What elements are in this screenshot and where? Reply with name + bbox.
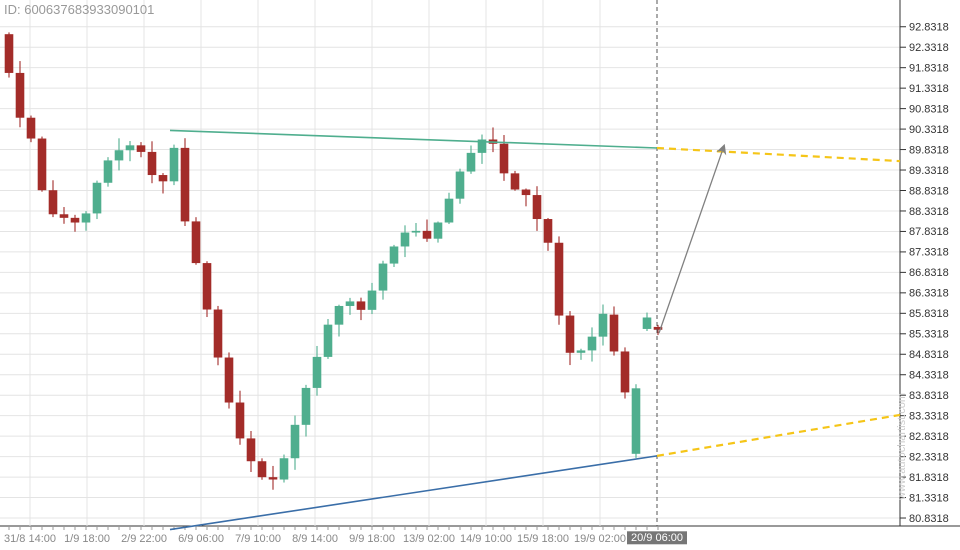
svg-text:7/9 10:00: 7/9 10:00	[235, 533, 281, 545]
svg-text:80.8318: 80.8318	[909, 513, 949, 525]
svg-text:91.8318: 91.8318	[909, 63, 949, 75]
svg-text:89.3318: 89.3318	[909, 165, 949, 177]
svg-text:86.8318: 86.8318	[909, 267, 949, 279]
svg-text:8/9 14:00: 8/9 14:00	[292, 533, 338, 545]
svg-text:91.3318: 91.3318	[909, 83, 949, 95]
svg-text:90.3318: 90.3318	[909, 124, 949, 136]
svg-text:84.3318: 84.3318	[909, 370, 949, 382]
svg-text:88.3318: 88.3318	[909, 206, 949, 218]
svg-text:85.3318: 85.3318	[909, 329, 949, 341]
svg-text:87.3318: 87.3318	[909, 247, 949, 259]
svg-text:90.8318: 90.8318	[909, 103, 949, 115]
svg-text:9/9 18:00: 9/9 18:00	[349, 533, 395, 545]
svg-text:19/9 02:00: 19/9 02:00	[574, 533, 626, 545]
svg-text:87.8318: 87.8318	[909, 226, 949, 238]
svg-text:85.8318: 85.8318	[909, 308, 949, 320]
svg-text:31/8 14:00: 31/8 14:00	[4, 533, 56, 545]
svg-text:83.3318: 83.3318	[909, 411, 949, 423]
svg-text:82.3318: 82.3318	[909, 451, 949, 463]
svg-text:89.8318: 89.8318	[909, 144, 949, 156]
svg-text:82.8318: 82.8318	[909, 431, 949, 443]
svg-text:1/9 18:00: 1/9 18:00	[64, 533, 110, 545]
svg-text:83.8318: 83.8318	[909, 390, 949, 402]
svg-text:www.autochartist.com: www.autochartist.com	[896, 393, 908, 501]
svg-text:14/9 10:00: 14/9 10:00	[460, 533, 512, 545]
svg-text:86.3318: 86.3318	[909, 288, 949, 300]
svg-text:84.8318: 84.8318	[909, 349, 949, 361]
svg-text:6/9 06:00: 6/9 06:00	[178, 533, 224, 545]
svg-text:2/9 22:00: 2/9 22:00	[121, 533, 167, 545]
svg-text:92.3318: 92.3318	[909, 42, 949, 54]
svg-text:13/9 02:00: 13/9 02:00	[403, 533, 455, 545]
svg-text:81.3318: 81.3318	[909, 492, 949, 504]
svg-text:20/9 06:00: 20/9 06:00	[631, 532, 683, 544]
svg-text:88.8318: 88.8318	[909, 185, 949, 197]
svg-text:ID: 600637683933090101: ID: 600637683933090101	[4, 2, 154, 17]
svg-text:15/9 18:00: 15/9 18:00	[517, 533, 569, 545]
svg-text:92.8318: 92.8318	[909, 22, 949, 34]
svg-text:81.8318: 81.8318	[909, 472, 949, 484]
